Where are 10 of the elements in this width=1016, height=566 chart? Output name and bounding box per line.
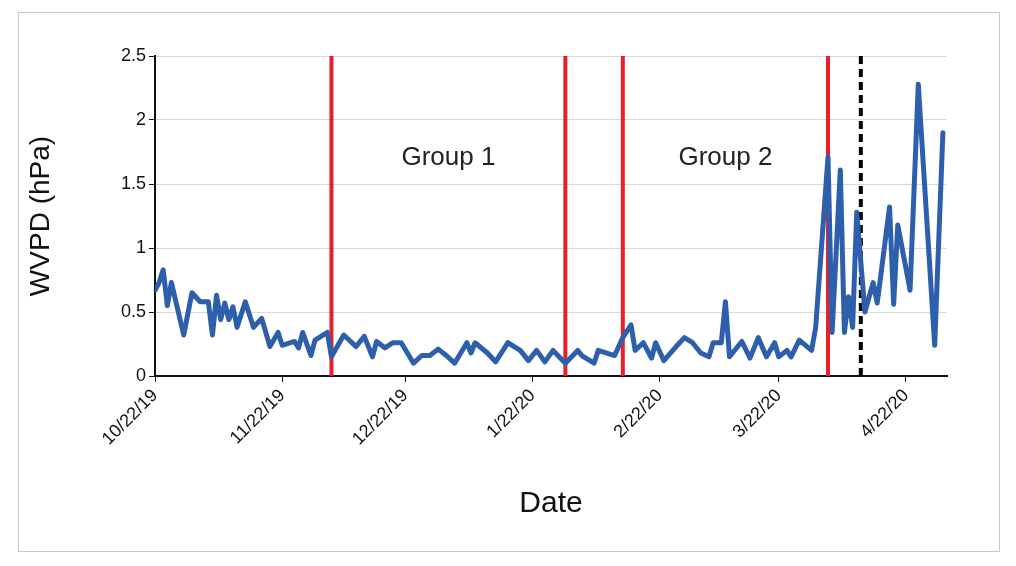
y-axis-title: WVPD (hPa)	[23, 135, 55, 297]
x-axis-title: Date	[519, 485, 583, 519]
y-tick-label: 0	[135, 364, 146, 385]
y-tick-label: 2	[135, 108, 146, 129]
y-tick-label: 2.5	[120, 44, 146, 65]
annotation: Group 2	[678, 141, 773, 172]
y-tick-label: 0.5	[120, 300, 146, 321]
annotation: Group 1	[401, 141, 496, 172]
y-tick-label: 1	[135, 236, 146, 257]
y-tick-label: 1.5	[120, 172, 146, 193]
